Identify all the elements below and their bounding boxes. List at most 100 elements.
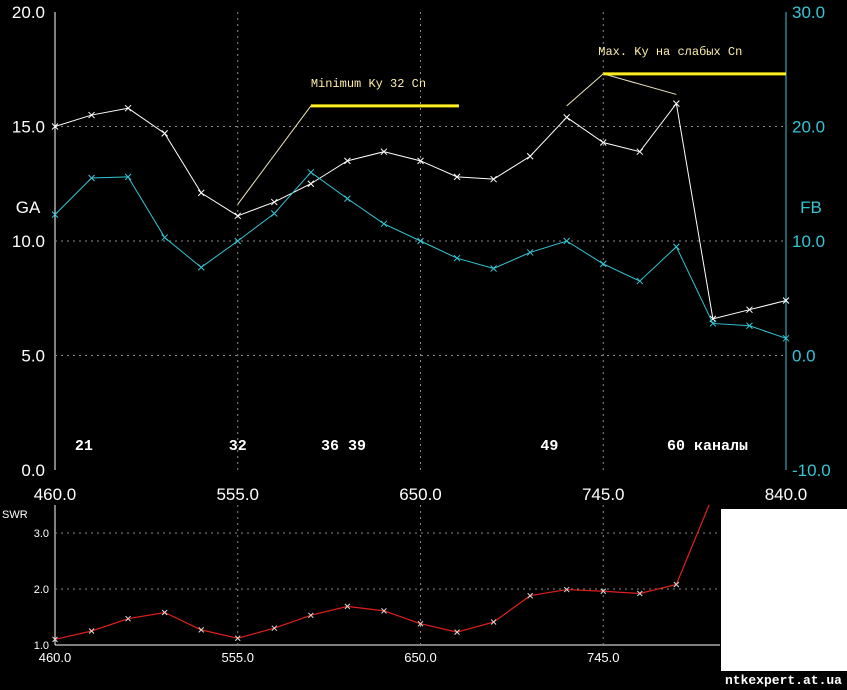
y-left-tick-label: 0.0 xyxy=(21,461,45,480)
y-right-label: FB xyxy=(800,198,822,217)
data-point-fb xyxy=(672,243,680,251)
data-point-ga xyxy=(344,157,351,165)
data-point-fb xyxy=(234,237,242,245)
swr-y-tick-label: 3.0 xyxy=(34,528,49,540)
data-point-fb xyxy=(417,237,424,245)
data-point-fb xyxy=(599,260,607,268)
data-point-ga xyxy=(746,306,753,314)
data-point-swr xyxy=(271,625,278,632)
data-point-ga xyxy=(453,173,461,181)
channel-label: 21 xyxy=(75,438,93,455)
main-ticks: 0.0 5.0 10.0 15.0 20.0 -10.0 0.0 10.0 20.0 30.0 46… xyxy=(12,3,831,504)
channel-label: 32 xyxy=(229,438,247,455)
swr-y-tick-label: 2.0 xyxy=(34,584,49,596)
data-point-fb xyxy=(526,249,534,256)
main-annotations: Minimum Ky 32 Cn Max. Ky на слабых Cn xyxy=(237,45,786,205)
swr-x-tick-label: 460.0 xyxy=(39,650,72,665)
x-tick-label: 555.0 xyxy=(216,485,259,504)
data-point-fb xyxy=(161,234,169,241)
data-point-ga xyxy=(51,123,59,130)
data-point-swr xyxy=(600,588,607,595)
data-point-fb xyxy=(197,263,205,271)
data-point-ga xyxy=(599,139,607,146)
x-tick-label: 745.0 xyxy=(582,485,625,504)
main-chart: Minimum Ky 32 Cn Max. Ky на слабых Cn 0.0… xyxy=(12,3,831,504)
data-point-ga xyxy=(490,175,497,183)
swr-y-label: SWR xyxy=(2,509,28,521)
swr-x-tick-label: 555.0 xyxy=(221,650,254,665)
y-left-label: GA xyxy=(16,198,41,217)
annotation-text: Max. Ky на слабых Cn xyxy=(598,45,742,59)
annotation-leader-line xyxy=(237,105,312,205)
swr-grid xyxy=(54,505,720,646)
data-point-ga xyxy=(270,198,278,206)
data-point-swr xyxy=(234,635,241,642)
swr-ticks: 1.0 2.0 3.0 460.0 555.0 650.0 745.0 xyxy=(34,528,620,665)
data-point-ga xyxy=(417,157,424,165)
watermark: ntkexpert.at.ua xyxy=(725,673,842,688)
data-point-ga xyxy=(380,148,388,156)
data-point-swr xyxy=(490,619,497,625)
data-point-ga xyxy=(636,148,644,156)
swr-y-tick-label: 1.0 xyxy=(34,640,49,652)
data-point-ga xyxy=(124,104,132,112)
swr-series xyxy=(52,504,710,643)
y-right-tick-label: 10.0 xyxy=(792,232,825,251)
annotation-leader-line xyxy=(603,73,677,95)
channel-labels: 21 32 36 39 49 60 каналы xyxy=(75,438,748,455)
blank-corner xyxy=(721,509,847,671)
data-point-ga xyxy=(307,180,315,188)
data-point-ga xyxy=(526,152,534,160)
channel-label: 60 каналы xyxy=(667,438,748,455)
data-point-fb xyxy=(709,320,717,327)
data-point-fb xyxy=(490,265,497,272)
data-point-fb xyxy=(307,168,315,176)
data-point-swr xyxy=(344,603,351,610)
y-right-tick-label: 0.0 xyxy=(792,347,816,366)
data-point-ga xyxy=(161,130,169,137)
data-point-fb xyxy=(380,220,388,228)
data-point-swr xyxy=(417,620,424,627)
main-series xyxy=(51,100,790,342)
data-point-swr xyxy=(636,590,643,597)
data-point-ga xyxy=(672,100,680,107)
data-point-swr xyxy=(527,592,534,599)
data-point-fb xyxy=(51,211,59,219)
data-point-swr xyxy=(563,586,570,593)
channel-label: 49 xyxy=(540,438,558,455)
data-point-fb xyxy=(563,237,571,245)
annotation-leader-line xyxy=(566,73,604,107)
data-point-swr xyxy=(88,628,95,634)
data-point-ga xyxy=(234,212,242,220)
y-right-tick-label: -10.0 xyxy=(792,461,831,480)
y-left-tick-label: 20.0 xyxy=(12,3,45,22)
x-tick-label: 650.0 xyxy=(399,485,442,504)
data-point-swr xyxy=(125,615,131,622)
swr-x-tick-label: 745.0 xyxy=(587,650,620,665)
data-point-swr xyxy=(454,629,460,635)
data-point-swr xyxy=(673,581,680,588)
y-left-tick-label: 15.0 xyxy=(12,118,45,137)
data-point-swr xyxy=(52,636,58,643)
data-point-fb xyxy=(453,254,461,262)
data-point-swr xyxy=(161,609,168,616)
y-right-tick-label: 30.0 xyxy=(792,3,825,22)
data-point-ga xyxy=(563,113,571,121)
swr-chart: 1.0 2.0 3.0 460.0 555.0 650.0 745.0 SWR xyxy=(2,504,720,665)
data-point-swr xyxy=(198,627,205,633)
annotation-text: Minimum Ky 32 Cn xyxy=(311,77,426,91)
data-point-fb xyxy=(782,334,790,342)
swr-x-tick-label: 650.0 xyxy=(404,650,437,665)
data-point-fb xyxy=(270,210,278,217)
data-point-ga xyxy=(197,189,205,197)
data-point-ga xyxy=(782,297,790,304)
y-right-tick-label: 20.0 xyxy=(792,118,825,137)
channel-label: 36 39 xyxy=(321,438,366,455)
data-point-fb xyxy=(636,277,644,285)
data-point-swr xyxy=(307,612,314,619)
data-point-ga xyxy=(88,111,95,119)
x-tick-label: 460.0 xyxy=(34,485,77,504)
data-point-fb xyxy=(746,322,753,330)
